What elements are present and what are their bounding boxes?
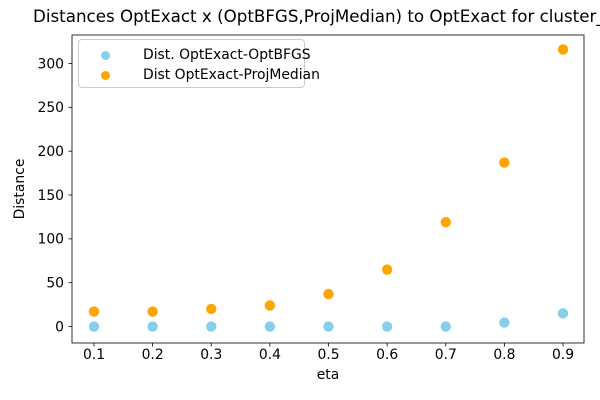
legend: Dist. OptExact-OptBFGS Dist OptExact-Pro… bbox=[78, 39, 320, 88]
x-tick-label: 0.1 bbox=[83, 347, 105, 363]
y-tick-label: 200 bbox=[37, 144, 64, 160]
y-tick-label: 100 bbox=[37, 232, 64, 248]
y-tick-label: 50 bbox=[46, 275, 64, 291]
chart-title: Distances OptExact x (OptBFGS,ProjMedian… bbox=[33, 6, 600, 26]
optbfgs-series-marker-icon bbox=[101, 50, 110, 60]
data-point-optbfgs bbox=[323, 321, 334, 332]
data-point-optbfgs bbox=[88, 321, 100, 332]
data-point-optbfgs bbox=[264, 321, 276, 332]
data-point-projmedian bbox=[323, 288, 334, 300]
y-tick-label: 300 bbox=[37, 56, 64, 72]
x-tick-label: 0.7 bbox=[435, 347, 457, 363]
x-axis-label: eta bbox=[316, 367, 340, 383]
y-axis-label: Distance bbox=[12, 158, 28, 220]
data-point-optbfgs bbox=[499, 317, 510, 328]
y-tick-label: 150 bbox=[37, 188, 64, 204]
y-tick-label: 250 bbox=[37, 100, 64, 116]
data-point-projmedian bbox=[147, 306, 158, 317]
x-tick-label: 0.5 bbox=[317, 347, 339, 363]
legend-entry-projmedian: Dist OptExact-ProjMedian bbox=[79, 65, 320, 85]
legend-entry-optbfgs: Dist. OptExact-OptBFGS bbox=[79, 45, 311, 65]
data-point-projmedian bbox=[206, 303, 217, 315]
legend-label-optbfgs: Dist. OptExact-OptBFGS bbox=[143, 47, 311, 63]
axes-frame bbox=[71, 34, 585, 344]
data-point-optbfgs bbox=[440, 321, 451, 332]
legend-label-projmedian: Dist OptExact-ProjMedian bbox=[143, 67, 320, 83]
data-point-optbfgs bbox=[206, 321, 217, 332]
y-tick-label: 0 bbox=[55, 319, 64, 335]
x-tick-label: 0.8 bbox=[493, 347, 515, 363]
data-point-optbfgs bbox=[557, 308, 569, 319]
data-point-projmedian bbox=[499, 157, 510, 168]
data-point-optbfgs bbox=[147, 321, 158, 332]
projmedian-series-marker-icon bbox=[101, 70, 110, 80]
x-tick-label: 0.9 bbox=[552, 347, 574, 363]
x-tick-label: 0.3 bbox=[200, 347, 222, 363]
data-point-optbfgs bbox=[381, 321, 393, 332]
data-point-projmedian bbox=[381, 264, 393, 275]
data-point-projmedian bbox=[264, 300, 276, 311]
x-tick-label: 0.2 bbox=[142, 347, 164, 363]
data-point-projmedian bbox=[440, 216, 451, 228]
x-tick-label: 0.6 bbox=[376, 347, 398, 363]
x-tick-label: 0.4 bbox=[259, 347, 281, 363]
data-point-projmedian bbox=[557, 44, 569, 55]
data-point-projmedian bbox=[88, 306, 100, 317]
